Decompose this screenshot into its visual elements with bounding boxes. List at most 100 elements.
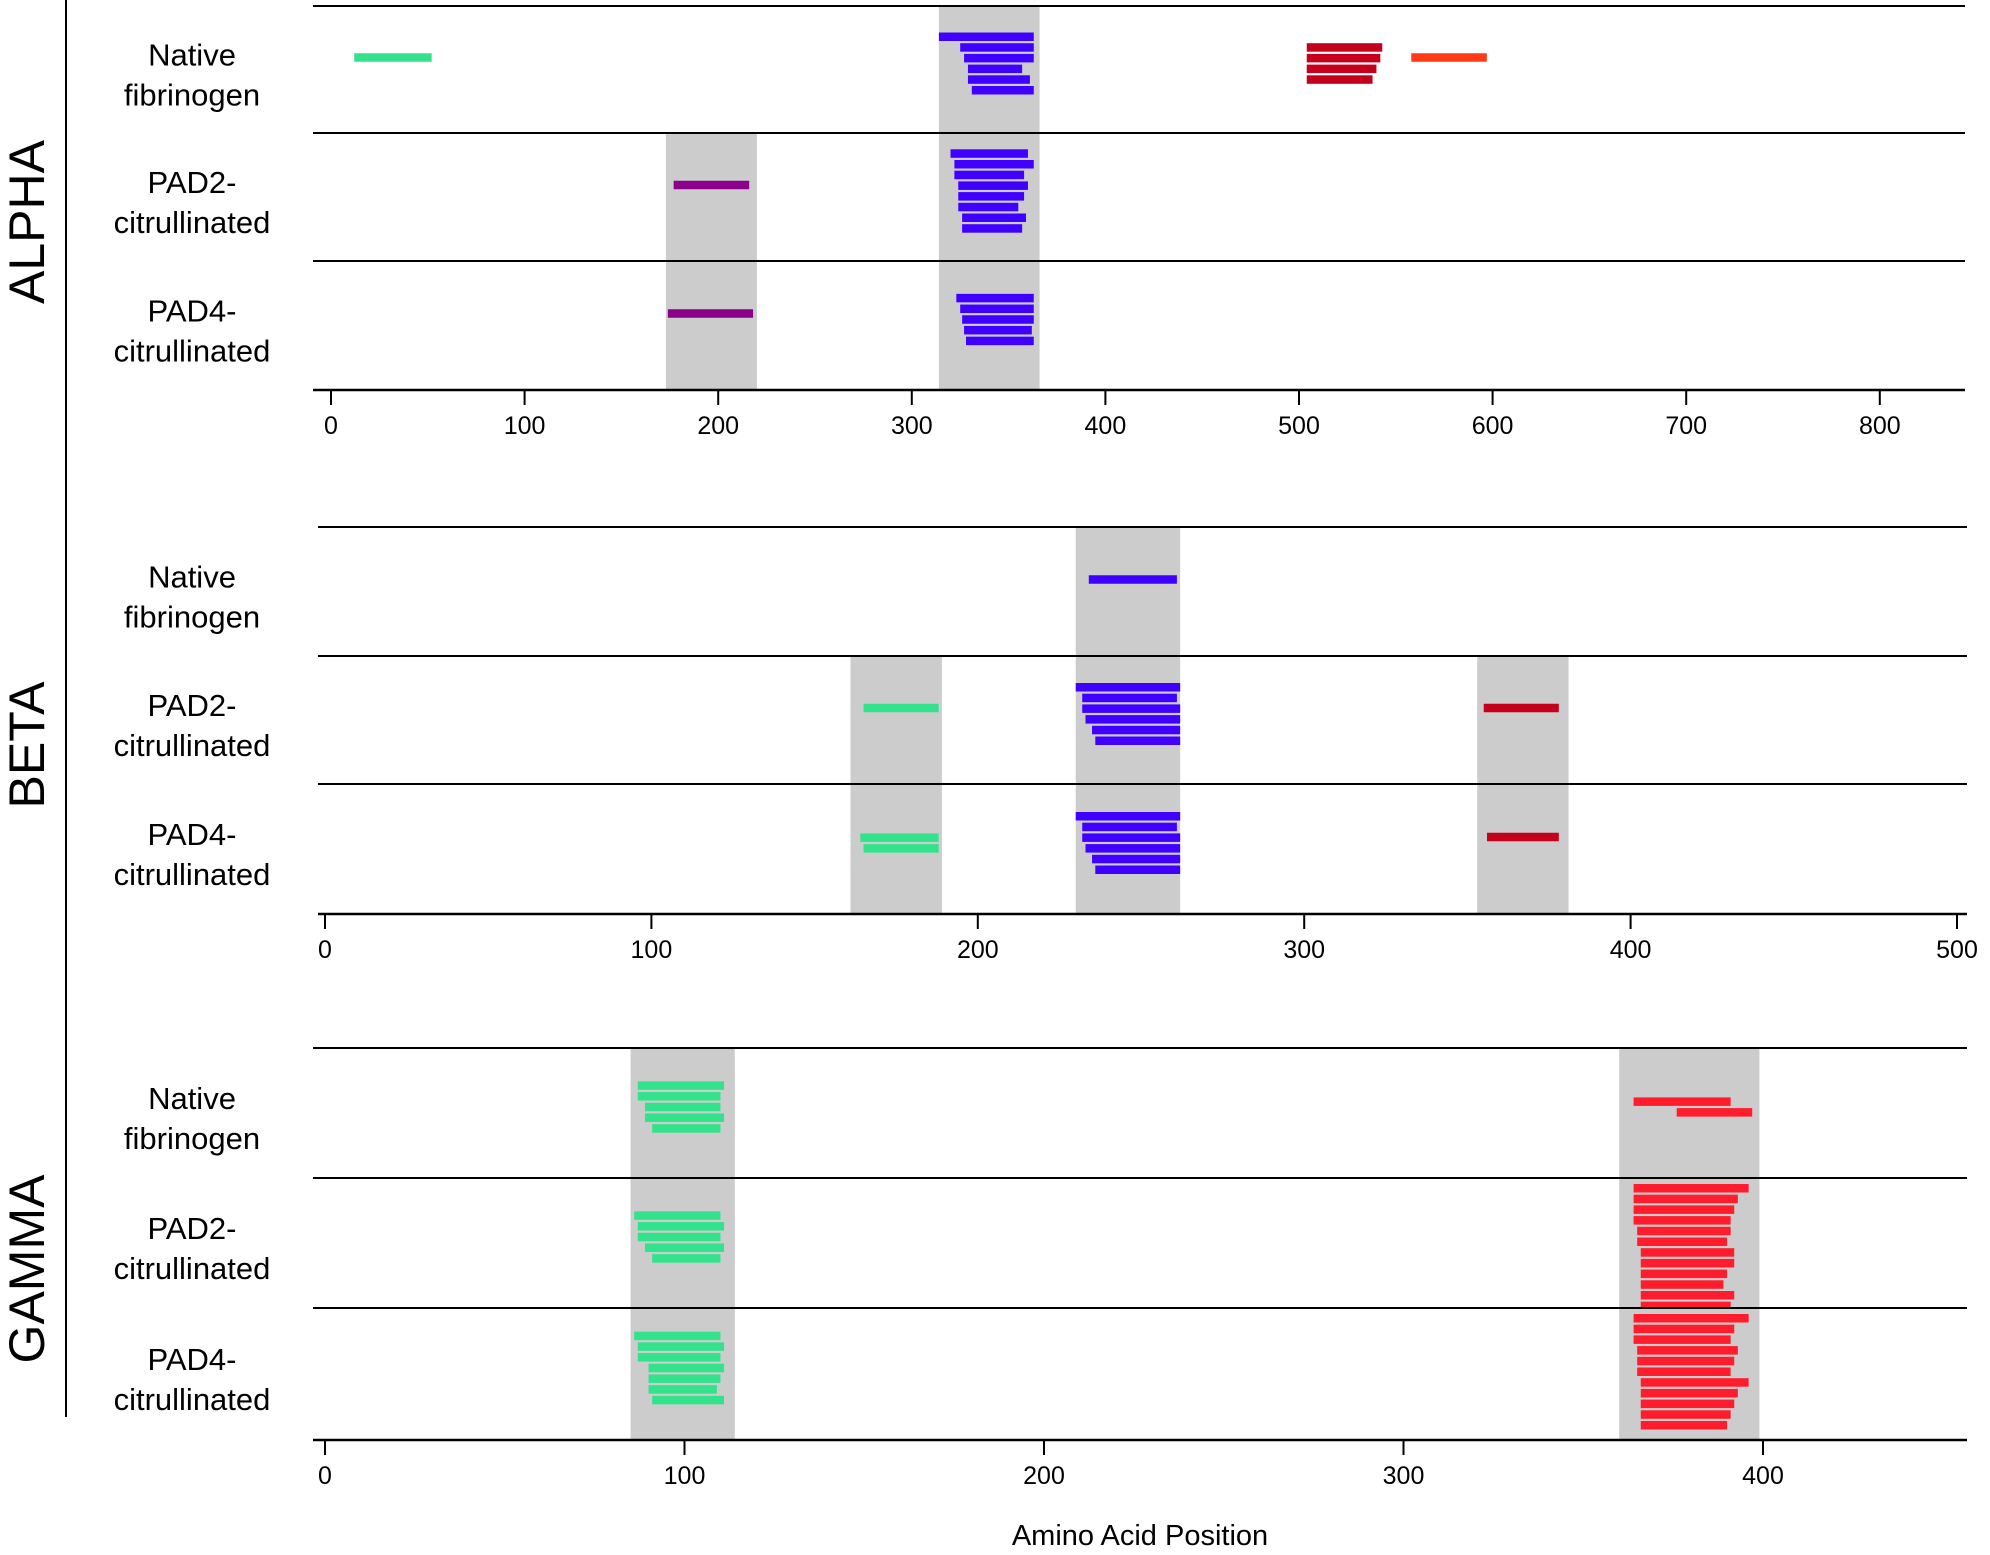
peptide-bar	[1082, 833, 1181, 842]
peptide-bar	[637, 1342, 725, 1351]
peptide-bar	[1637, 1346, 1738, 1355]
peptide-bar	[637, 1081, 725, 1090]
x-tick-label: 500	[1278, 412, 1320, 440]
row-label: citrullinated	[114, 1251, 271, 1286]
x-tick-label: 200	[1023, 1462, 1065, 1490]
peptide-bar	[637, 1222, 725, 1231]
row-label: citrullinated	[114, 728, 271, 763]
peptide-bar	[1640, 1301, 1731, 1311]
peptide-bar	[637, 1092, 721, 1101]
peptide-bar	[1640, 1399, 1735, 1409]
peptide-bar	[1088, 575, 1177, 584]
peptide-bar	[956, 293, 1034, 303]
peptide-bar	[954, 160, 1034, 169]
peptide-bar	[1633, 1216, 1731, 1225]
x-tick-label: 500	[1936, 936, 1978, 964]
peptide-bar	[644, 1243, 725, 1252]
x-tick-label: 0	[324, 412, 338, 440]
peptide-bar	[1082, 704, 1181, 713]
track-row	[665, 262, 1040, 390]
x-tick-label: 200	[957, 936, 999, 964]
section-label-beta: BETA	[0, 681, 55, 809]
row-label: fibrinogen	[124, 1121, 260, 1156]
row-label: Native	[148, 38, 236, 73]
peptide-bar	[1095, 865, 1181, 874]
peptide-bar	[1092, 725, 1181, 735]
peptide-bar	[652, 1395, 725, 1405]
x-tick-label: 600	[1472, 412, 1514, 440]
row-label: citrullinated	[114, 1382, 271, 1417]
x-tick-label: 300	[1283, 936, 1325, 964]
peptide-bar	[962, 224, 1023, 233]
row-label: PAD4-	[147, 294, 236, 329]
shaded-region	[1477, 657, 1569, 784]
peptide-bar	[652, 1124, 721, 1133]
peptide-bar	[1633, 1324, 1735, 1334]
peptide-bar	[1306, 75, 1373, 84]
row-label: PAD4-	[147, 1342, 236, 1377]
peptide-bar	[1306, 53, 1381, 63]
x-tick-label: 400	[1610, 936, 1652, 964]
row-label: citrullinated	[114, 857, 271, 892]
peptide-bar	[1640, 1280, 1724, 1289]
peptide-bar	[958, 202, 1019, 212]
row-label: citrullinated	[114, 334, 271, 369]
peptide-bar	[648, 1374, 721, 1383]
peptide-bar	[1640, 1291, 1735, 1300]
peptide-bar	[967, 64, 1023, 74]
x-tick-label: 100	[664, 1462, 706, 1490]
peptide-bar	[1092, 854, 1181, 864]
shaded-region	[665, 134, 757, 261]
track-row	[630, 1309, 1760, 1440]
peptide-bar	[1640, 1421, 1728, 1430]
peptide-bar	[1075, 683, 1181, 692]
peptide-bar	[1633, 1205, 1735, 1214]
peptide-bar	[634, 1331, 721, 1341]
peptide-bar	[960, 43, 1034, 52]
section-label-gamma: GAMMA	[0, 1174, 55, 1364]
x-tick-label: 700	[1665, 412, 1707, 440]
x-axis-title: Amino Acid Position	[1012, 1520, 1268, 1552]
peptide-bar	[1633, 1097, 1731, 1106]
row-label: citrullinated	[114, 205, 271, 240]
peptide-bar	[1637, 1237, 1728, 1246]
panel-gamma: Native fibrinogen PAD2- citrullinated PAD4- c…	[0, 1047, 1967, 1490]
track-row	[665, 134, 1040, 261]
panel-beta: Native fibrinogen PAD2- citrullinated PAD4- c…	[0, 526, 1978, 964]
peptide-bar	[958, 192, 1025, 201]
peptide-bar	[1637, 1367, 1731, 1376]
row-label: fibrinogen	[124, 600, 260, 635]
peptide-bar	[648, 1363, 725, 1373]
peptide-bar	[863, 703, 939, 713]
peptide-bar	[964, 53, 1034, 63]
shaded-region	[1075, 528, 1181, 656]
x-tick-label: 200	[697, 412, 739, 440]
peptide-bar	[1640, 1269, 1728, 1279]
row-label: PAD2-	[147, 165, 236, 200]
peptide-bar	[967, 75, 1030, 84]
peptide-bar	[667, 309, 754, 318]
row-label: fibrinogen	[124, 78, 260, 113]
peptide-bar	[1486, 832, 1559, 842]
track-row	[630, 1049, 1760, 1178]
peptide-bar	[1640, 1258, 1735, 1268]
peptide-bar	[637, 1353, 721, 1362]
peptide-bar	[971, 86, 1034, 95]
peptide-bar	[1095, 736, 1181, 745]
peptide-bar	[1085, 844, 1181, 853]
panel-alpha: Native fibrinogen PAD2- citrullinated PAD4- c…	[0, 5, 1965, 440]
x-tick-label: 100	[504, 412, 546, 440]
x-tick-label: 800	[1859, 412, 1901, 440]
peptide-bar	[1082, 693, 1177, 703]
peptide-bar	[1082, 822, 1177, 832]
peptide-bar	[1640, 1378, 1749, 1387]
peptide-bar	[860, 833, 939, 842]
peptide-bar	[962, 213, 1027, 222]
peptide-bar	[1676, 1108, 1753, 1117]
peptide-bar	[1633, 1314, 1749, 1323]
shaded-region	[665, 262, 757, 390]
shaded-region	[850, 657, 942, 784]
peptide-bar	[938, 32, 1034, 41]
peptide-bar	[1637, 1226, 1731, 1236]
peptide-bar	[1306, 64, 1377, 74]
